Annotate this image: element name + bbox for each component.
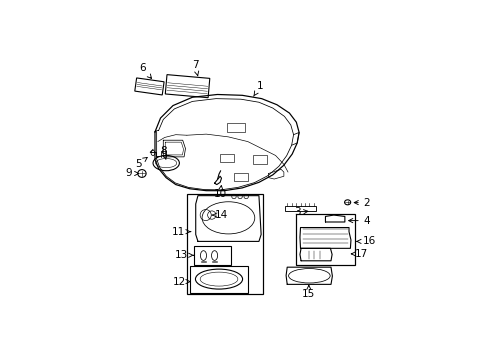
Text: 9: 9 [125, 168, 139, 179]
Text: 5: 5 [135, 157, 147, 169]
Text: 2: 2 [353, 198, 369, 208]
Bar [165, 75, 209, 98]
Text: 17: 17 [351, 249, 367, 259]
Bar [220, 154, 233, 162]
Text: 15: 15 [302, 285, 315, 299]
Text: 13: 13 [174, 250, 193, 260]
Text: 7: 7 [191, 60, 198, 76]
Bar [194, 246, 231, 265]
Text: 1: 1 [253, 81, 263, 96]
Text: 10: 10 [213, 185, 226, 199]
Text: 12: 12 [173, 276, 190, 287]
Text: 6: 6 [139, 63, 151, 78]
Bar [226, 123, 244, 132]
Text: 4: 4 [348, 216, 369, 226]
Text: 8: 8 [160, 146, 166, 159]
Bar [253, 156, 267, 164]
Bar [233, 174, 247, 181]
Text: 3: 3 [294, 207, 307, 217]
Bar [186, 194, 263, 294]
Bar [296, 214, 354, 265]
Bar [190, 266, 247, 293]
Bar [285, 206, 315, 211]
Text: 14: 14 [212, 210, 228, 220]
Text: 11: 11 [172, 227, 190, 237]
Text: 16: 16 [356, 237, 376, 246]
Bar [135, 78, 164, 95]
